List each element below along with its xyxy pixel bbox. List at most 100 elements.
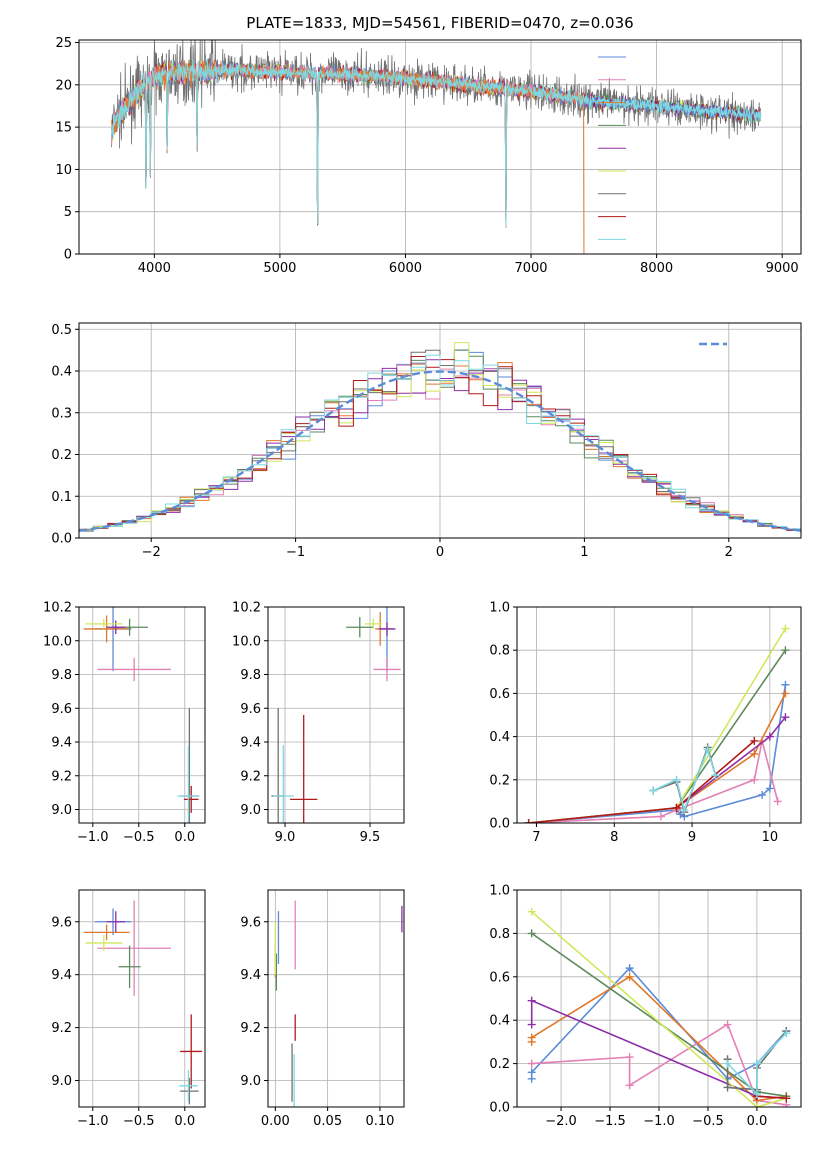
weight-marker-kroupa-miles [781, 689, 790, 698]
x-tick-label: 2 [725, 545, 733, 560]
y-tick-label: 5 [64, 205, 72, 220]
weight-marker-salpeter-miles [773, 797, 782, 806]
weight-line-salpeter-stelib [528, 740, 755, 823]
y-tick-label: 9.4 [51, 968, 72, 983]
axes-frame [78, 606, 206, 824]
weight-marker-chabrier-stelib [723, 1083, 732, 1092]
weight-marker-chabrier-miles [625, 964, 634, 973]
y-tick-label: 0.2 [51, 448, 72, 463]
y-tick-label: 1.0 [489, 884, 510, 899]
y-tick-label: 0.6 [489, 970, 510, 985]
weight-marker-kroupa-elodie [781, 624, 790, 633]
x-tick-label: 9 [688, 830, 696, 845]
weight-marker-salpeter-miles [723, 1020, 732, 1029]
weight-marker-salpeter-miles [527, 1059, 536, 1068]
y-tick-label: 10 [55, 163, 72, 178]
weight-marker-salpeter-miles [625, 1081, 634, 1090]
weight-marker-kroupa-miles [527, 1033, 536, 1042]
weight-marker-salpeter-elodie [765, 732, 774, 741]
weight-marker-chabrier-miles [527, 1068, 536, 1077]
weight-marker-salpeter-stelib [524, 819, 533, 823]
y-tick-label: 10.2 [232, 601, 261, 616]
weight-marker-salpeter-miles [656, 812, 665, 821]
axes-frame [267, 889, 405, 1108]
y-tick-label: 0.2 [489, 1057, 510, 1072]
y-tick-label: 1.0 [489, 601, 510, 616]
weight-marker-kroupa-stelib [752, 1059, 761, 1068]
x-tick-label: 0.0 [174, 1114, 195, 1129]
y-tick-label: 9.2 [51, 769, 72, 784]
x-tick-label: 0.0 [174, 830, 195, 845]
axes-frame [78, 322, 802, 539]
y-tick-label: 9.0 [240, 803, 261, 818]
x-tick-label: −1 [286, 545, 305, 560]
x-tick-label: −0.5 [123, 830, 155, 845]
x-tick-label: −1.0 [643, 1114, 675, 1129]
y-tick-label: 0.4 [489, 730, 510, 745]
plot-area [111, 40, 762, 254]
weight-marker-salpeter-stelib [672, 803, 681, 812]
y-tick-label: 9.8 [240, 668, 261, 683]
x-tick-label: −0.5 [692, 1114, 724, 1129]
y-tick-label: 0.8 [489, 927, 510, 942]
y-tick-label: 10.0 [43, 634, 72, 649]
weight-marker-kroupa-stelib [672, 775, 681, 784]
weight-line-kroupa-miles [528, 693, 787, 823]
weight-line-kroupa-elodie [531, 911, 787, 1107]
y-tick-label: 9.2 [240, 1021, 261, 1036]
y-tick-label: 0.4 [489, 1014, 510, 1029]
weight-marker-salpeter-stelib [782, 1094, 791, 1103]
y-tick-label: 25 [55, 36, 72, 51]
plot-area [527, 907, 791, 1107]
residuals-panel: −2 −1 0 1 2 0.0 0.1 0.2 0.3 0.4 0.5 [51, 322, 802, 560]
plot-area [83, 900, 203, 1105]
y-tick-label: 0.0 [489, 1101, 510, 1116]
y-tick-label: 0 [64, 248, 72, 263]
plot-area [83, 607, 200, 823]
x-tick-label: −0.5 [123, 1114, 155, 1129]
plot-area [271, 607, 401, 823]
weight-line-kroupa-stelib [727, 1032, 787, 1096]
weight-marker-salpeter-miles [625, 1053, 634, 1062]
weight-marker-kroupa-stelib [649, 786, 658, 795]
weight-marker-salpeter-miles [750, 775, 759, 784]
x-tick-label: 5000 [263, 261, 296, 276]
axes-frame [516, 606, 802, 824]
weight-marker-kroupa-stelib [752, 1089, 761, 1098]
x-tick-label: 0.10 [365, 1114, 394, 1129]
y-tick-label: 9.8 [51, 668, 72, 683]
weight-marker-kroupa-elodie [527, 907, 536, 916]
mass-vs-metallicity-panel: −1.0 −0.5 0.0 9.0 9.2 9.4 9.6 [51, 889, 206, 1129]
spectrum-line-kroupa-stelib [111, 58, 762, 227]
y-tick-label: 9.4 [51, 736, 72, 751]
weight-marker-kroupa-stelib [711, 771, 720, 780]
normal-curve [79, 370, 801, 532]
weight-line-salpeter-miles [531, 1023, 787, 1106]
age-vs-metallicity-panel: −1.0 −0.5 0.0 9.0 9.2 9.4 9.6 9.8 10.0 10.2 [43, 601, 206, 845]
y-tick-label: 9.0 [51, 803, 72, 818]
weight-marker-chabrier-miles [765, 784, 774, 793]
weight-vs-metallicity-panel: −2.0 −1.5 −1.0 −0.5 0.0 0.0 0.2 0.4 0.6 0.8 1.0 [489, 884, 802, 1129]
x-tick-label: 0.00 [261, 1114, 290, 1129]
figure-title: PLATE=1833, MJD=54561, FIBERID=0470, z=0… [246, 14, 633, 32]
y-tick-label: 9.0 [51, 1074, 72, 1089]
y-tick-label: 9.4 [240, 736, 261, 751]
y-tick-label: 10.2 [43, 601, 72, 616]
weight-marker-salpeter-stelib [750, 736, 759, 745]
y-tick-label: 0.8 [489, 644, 510, 659]
plot-area [524, 624, 790, 823]
spectrum-panel: 4000 5000 6000 7000 8000 9000 0 5 10 15 20 25 [55, 36, 802, 276]
axes-frame [78, 39, 802, 255]
x-tick-label: 6000 [389, 261, 422, 276]
weight-marker-salpeter-elodie [527, 1020, 536, 1029]
weight-line-salpeter-elodie [528, 716, 787, 823]
x-tick-label: −2.0 [545, 1114, 577, 1129]
weight-marker-chabrier-miles [758, 790, 767, 799]
y-tick-label: 0.0 [489, 817, 510, 832]
weight-marker-kroupa-elodie [752, 1103, 761, 1107]
plot-area [79, 342, 801, 533]
y-tick-label: 20 [55, 78, 72, 93]
x-tick-label: 0.05 [313, 1114, 342, 1129]
spectrum-legend [598, 56, 626, 240]
